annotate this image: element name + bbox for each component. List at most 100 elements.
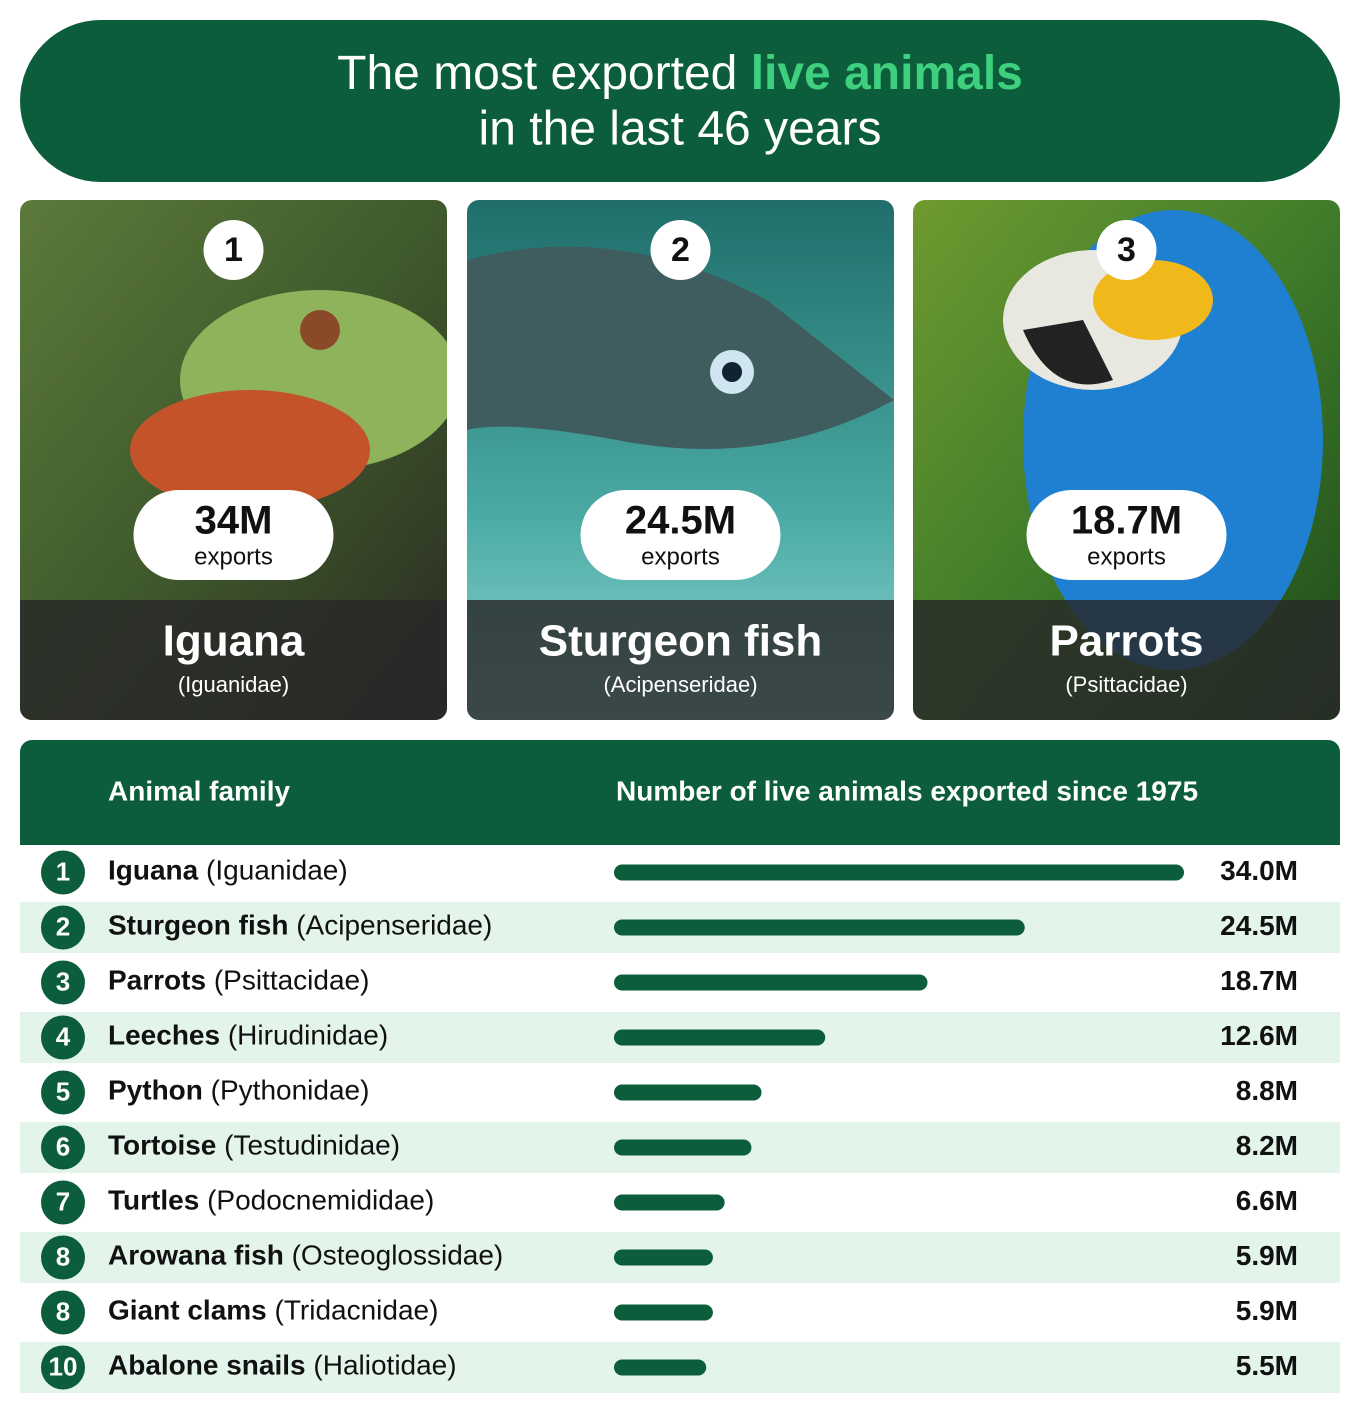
family-name: (Haliotidae) [313,1350,456,1381]
rank-badge [41,850,85,895]
card-unit: exports [641,543,720,570]
card-illustration [130,290,447,510]
iguana-shape [130,390,370,510]
header-banner [20,20,1340,182]
family-name: (Tridacnidae) [275,1295,439,1326]
bar [614,1304,713,1321]
family-name: (Testudinidae) [224,1130,400,1161]
family-name: (Hirudinidae) [228,1020,388,1051]
category-name: Abalone snails [108,1350,306,1381]
rank-number: 8 [56,1296,70,1326]
card-caption-band [20,600,447,720]
value-label: 5.9M [1236,1240,1298,1271]
rank-number: 3 [1117,231,1136,269]
card-caption-band [913,600,1340,720]
value-pill [580,490,781,580]
rank-badge [41,1070,85,1115]
value-label: 34.0M [1220,855,1298,886]
rank-number: 1 [56,856,70,886]
title-highlight: live animals [751,47,1023,100]
row-label: Sturgeon fish (Acipenseridae) [108,910,492,941]
card-family: (Acipenseridae) [603,672,757,697]
card [20,200,447,720]
row-label: Python (Pythonidae) [108,1075,369,1106]
value-label: 5.9M [1236,1295,1298,1326]
category-name: Leeches [108,1020,220,1051]
value-pill [1026,490,1227,580]
family-name: (Psittacidae) [214,965,370,996]
family-name: (Podocnemididae) [207,1185,434,1216]
row-label: Giant clams (Tridacnidae) [108,1295,438,1326]
bar [614,1084,762,1101]
rank-number: 7 [56,1186,70,1216]
card-family: (Iguanidae) [178,672,289,697]
title-line-2: in the last 46 years [479,103,882,156]
card-family: (Psittacidae) [1065,672,1187,697]
row-label: Parrots (Psittacidae) [108,965,369,996]
table-header [20,740,1340,845]
card-name: Parrots [1049,617,1203,666]
bar [614,1249,713,1266]
fish-eye [722,362,742,382]
row-label: Iguana (Iguanidae) [108,855,348,886]
category-name: Arowana fish [108,1240,284,1271]
category-name: Turtles [108,1185,199,1216]
card-value: 18.7M [1071,499,1182,543]
rank-badge [41,1235,85,1280]
bar [614,1359,707,1376]
rank-badge [41,1290,85,1335]
bar [614,974,928,991]
bar [614,919,1025,936]
rows: 1 Iguana (Iguanidae) 34.0M 2 Sturgeon fish (… [20,850,1340,1393]
category-name: Iguana [108,855,199,886]
rank-badge [41,960,85,1005]
card [467,200,894,720]
rank-badge [650,220,711,280]
family-name: (Iguanidae) [206,855,348,886]
value-label: 8.2M [1236,1130,1298,1161]
category-name: Giant clams [108,1295,267,1326]
bar [614,1194,725,1211]
family-name: (Pythonidae) [211,1075,370,1106]
title-line-1: The most exported live animals [337,47,1023,100]
rank-number: 5 [56,1076,70,1106]
row-label: Arowana fish (Osteoglossidae) [108,1240,503,1271]
bar [614,1029,826,1046]
title-start: The most exported [337,47,737,100]
value-label: 5.5M [1236,1350,1298,1381]
rank-badge [203,220,264,280]
value-label: 24.5M [1220,910,1298,941]
cards: 134MexportsIguana(Iguanidae)224.5Mexport… [20,200,1340,720]
rank-number: 6 [56,1131,70,1161]
family-name: (Acipenseridae) [296,910,492,941]
category-name: Tortoise [108,1130,216,1161]
rank-badge [41,1180,85,1225]
rank-badge [41,1125,85,1170]
bar [614,1139,752,1156]
row-label: Leeches (Hirudinidae) [108,1020,388,1051]
rank-number: 10 [49,1351,78,1381]
column-header: Animal family [108,775,290,806]
value-label: 6.6M [1236,1185,1298,1216]
card-unit: exports [194,543,273,570]
value-label: 8.8M [1236,1075,1298,1106]
rank-number: 1 [224,231,243,269]
row-label: Abalone snails (Haliotidae) [108,1350,457,1381]
family-name: (Osteoglossidae) [292,1240,504,1271]
rank-badge [1096,220,1157,280]
row-label: Turtles (Podocnemididae) [108,1185,434,1216]
rank-number: 2 [56,911,70,941]
card-name: Sturgeon fish [539,617,823,666]
row-label: Tortoise (Testudinidae) [108,1130,400,1161]
iguana-eye [300,310,340,350]
category-name: Parrots [108,965,206,996]
card-name: Iguana [163,617,305,666]
rank-number: 2 [671,231,690,269]
value-label: 18.7M [1220,965,1298,996]
rank-badge [41,905,85,950]
bar [614,864,1184,881]
column-header: Number of live animals exported since 19… [616,775,1198,806]
rank-number: 4 [56,1021,71,1051]
parrot-neck [1093,260,1213,340]
